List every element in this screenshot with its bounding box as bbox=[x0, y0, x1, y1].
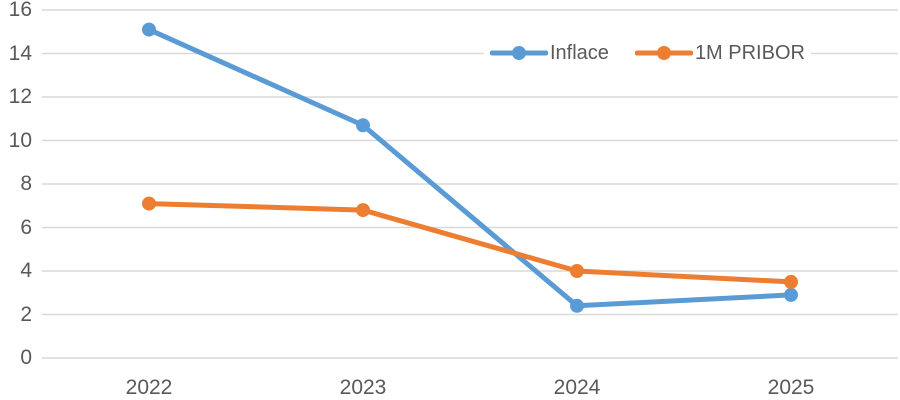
data-point-inflace-2023 bbox=[356, 118, 370, 133]
legend-marker-1m-pribor bbox=[634, 46, 693, 60]
y-tick-12: 12 bbox=[8, 85, 32, 108]
data-point-inflace-2024 bbox=[570, 298, 584, 313]
y-tick-2: 2 bbox=[20, 302, 32, 326]
legend-item-1m-pribor: 1M PRIBOR bbox=[634, 38, 805, 68]
y-tick-0: 0 bbox=[20, 346, 32, 369]
series-line-1m-pribor bbox=[146, 201, 794, 285]
y-tick-8: 8 bbox=[20, 172, 32, 195]
data-point-inflace-2022 bbox=[142, 22, 156, 37]
y-tick-4: 4 bbox=[20, 259, 32, 282]
y-tick-10: 10 bbox=[8, 128, 32, 152]
x-tick-2023: 2023 bbox=[339, 376, 387, 399]
legend: Inflace 1M PRIBOR bbox=[484, 38, 811, 68]
y-tick-14: 14 bbox=[8, 41, 32, 65]
x-tick-2025: 2025 bbox=[767, 376, 815, 399]
legend-item-inflace: Inflace bbox=[490, 38, 609, 68]
legend-marker-inflace bbox=[490, 46, 548, 60]
x-tick-2022: 2022 bbox=[125, 376, 173, 399]
x-tick-2024: 2024 bbox=[553, 376, 601, 399]
legend-label-inflace: Inflace bbox=[550, 41, 609, 64]
legend-label-1m-pribor: 1M PRIBOR bbox=[694, 41, 805, 64]
data-point-1m-pribor-2022 bbox=[142, 196, 156, 211]
data-point-1m-pribor-2024 bbox=[570, 264, 584, 278]
y-tick-16: 16 bbox=[8, 0, 32, 21]
y-tick-6: 6 bbox=[20, 215, 32, 239]
series-line-inflace bbox=[146, 27, 794, 309]
data-point-1m-pribor-2025 bbox=[784, 274, 798, 289]
data-point-inflace-2025 bbox=[784, 287, 798, 302]
data-point-1m-pribor-2023 bbox=[356, 203, 370, 218]
